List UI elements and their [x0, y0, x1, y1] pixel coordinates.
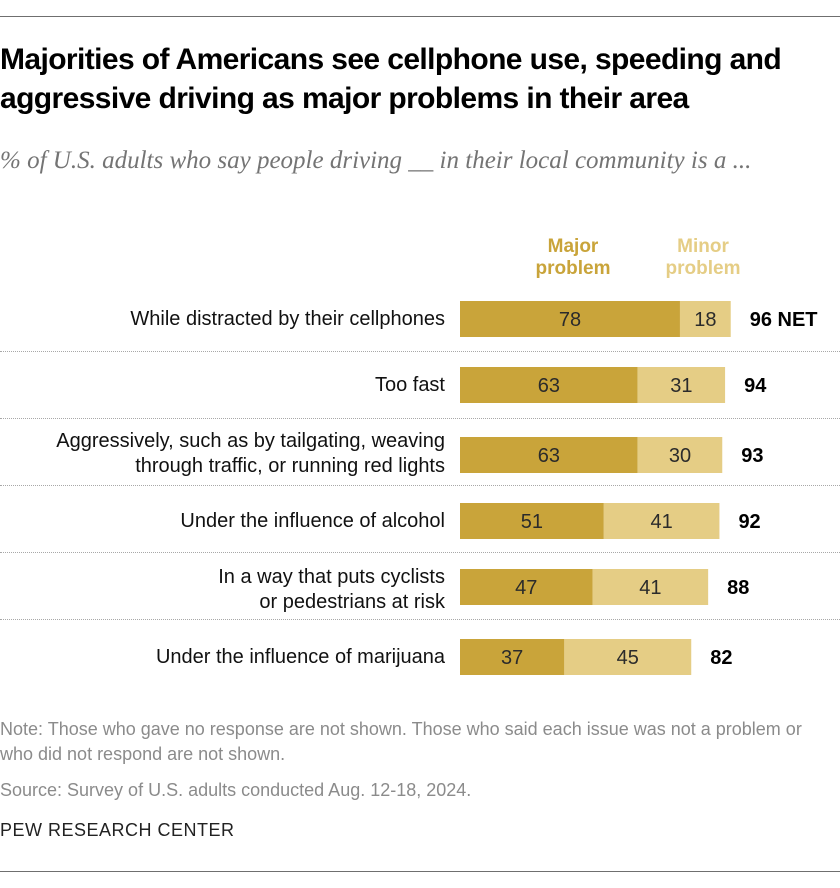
row-label-line: Aggressively, such as by tailgating, wea… — [56, 430, 445, 452]
row-label-alcohol: Under the influence of alcohol — [180, 509, 445, 534]
brand-logo-text: PEW RESEARCH CENTER — [0, 820, 235, 840]
data-label-net: 94 — [744, 375, 767, 397]
row-label-line: or pedestrians at risk — [259, 591, 445, 613]
row-label-line: Under the influence of marijuana — [155, 646, 445, 668]
row-label-line: Under the influence of alcohol — [180, 510, 445, 532]
bar-major-problem — [460, 437, 638, 473]
row-separator — [0, 552, 840, 553]
row-label-cyclists: In a way that puts cyclists or pedestria… — [218, 565, 445, 615]
row-label-marijuana: Under the influence of marijuana — [156, 645, 445, 670]
top-rule — [0, 16, 840, 17]
bar-major-problem — [460, 569, 593, 605]
row-separator — [0, 619, 840, 620]
data-label-net: 92 — [738, 511, 760, 533]
row-label-line: While distracted by their cellphones — [130, 308, 445, 330]
data-label-major: 51 — [521, 511, 543, 533]
chart-source: Source: Survey of U.S. adults conducted … — [0, 780, 472, 800]
legend-major-line1: Major — [547, 236, 599, 257]
data-label-net: 96 NET — [750, 309, 818, 331]
bar-minor-problem — [637, 367, 726, 403]
row-label-line: In a way that puts cyclists — [218, 566, 445, 588]
legend-major-line2: problem — [535, 258, 611, 279]
row-label-line: Too fast — [374, 374, 445, 396]
bar-major-problem — [460, 639, 565, 675]
data-label-minor: 41 — [651, 511, 673, 533]
bottom-rule — [0, 871, 840, 872]
row-label-aggressive: Aggressively, such as by tailgating, wea… — [56, 429, 445, 479]
chart-subtitle: % of U.S. adults who say people driving … — [0, 147, 752, 174]
data-label-major: 37 — [501, 647, 523, 669]
bar-minor-problem — [637, 437, 723, 473]
data-label-major: 47 — [515, 577, 537, 599]
bar-minor-problem — [679, 301, 731, 337]
data-label-minor: 41 — [639, 577, 661, 599]
data-label-minor: 30 — [669, 445, 691, 467]
bar-minor-problem — [592, 569, 709, 605]
data-label-net: 88 — [727, 577, 749, 599]
bar-major-problem — [460, 301, 680, 337]
row-separator — [0, 351, 840, 352]
bar-major-problem — [460, 503, 604, 539]
data-label-major: 63 — [538, 375, 560, 397]
row-separator — [0, 485, 840, 486]
data-label-minor: 31 — [670, 375, 692, 397]
bar-major-problem — [460, 367, 638, 403]
data-label-minor: 18 — [694, 309, 716, 331]
legend-minor-line1: Minor — [677, 236, 729, 257]
legend-minor-line2: problem — [665, 258, 741, 279]
data-label-major: 78 — [559, 309, 581, 331]
chart-title: Majorities of Americans see cellphone us… — [0, 43, 782, 115]
data-label-net: 82 — [710, 647, 732, 669]
bar-minor-problem — [564, 639, 692, 675]
data-label-net: 93 — [741, 445, 763, 467]
row-separator — [0, 418, 840, 419]
row-label-line: through traffic, or running red lights — [135, 455, 445, 477]
data-label-major: 63 — [538, 445, 560, 467]
bar-minor-problem — [603, 503, 720, 539]
data-label-minor: 45 — [617, 647, 639, 669]
legend-major: Major problem — [518, 236, 628, 280]
legend-minor: Minor problem — [648, 236, 758, 280]
row-label-too-fast: Too fast — [375, 373, 445, 398]
chart-note: Note: Those who gave no response are not… — [0, 719, 802, 764]
row-label-cellphones: While distracted by their cellphones — [130, 307, 445, 332]
